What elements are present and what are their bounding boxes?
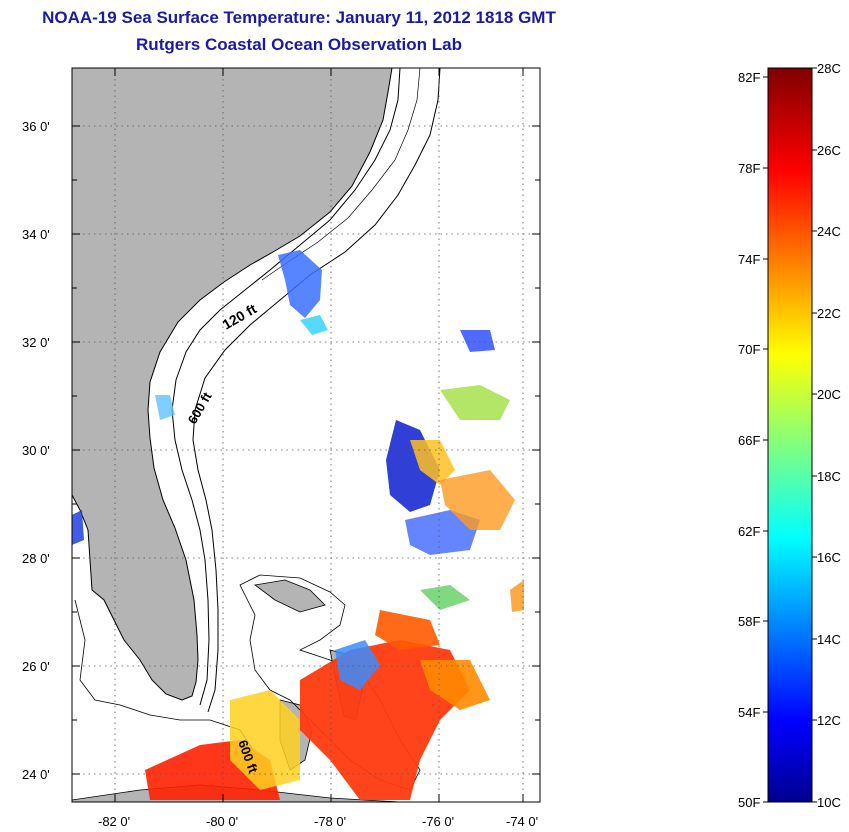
colorbar-c-28: 28C — [817, 61, 841, 76]
colorbar-c-16: 16C — [817, 550, 841, 565]
lat-label-30: 30 0' — [22, 443, 50, 458]
colorbar-f-78: 78F — [738, 161, 760, 176]
colorbar-f-58: 58F — [738, 614, 760, 629]
lon-label-74: -74 0' — [506, 814, 538, 829]
lon-label-80: -80 0' — [206, 814, 238, 829]
colorbar-f-66: 66F — [738, 433, 760, 448]
contour-600ft — [192, 68, 441, 713]
lat-ticks — [72, 125, 540, 775]
colorbar-c-22: 22C — [817, 306, 841, 321]
colorbar-c-10: 10C — [817, 795, 841, 810]
lat-label-28: 28 0' — [22, 551, 50, 566]
map-subtitle: Rutgers Coastal Ocean Observation Lab — [136, 35, 462, 54]
colorbar-ticks — [763, 67, 817, 803]
land-mainland — [72, 68, 393, 701]
map-title: NOAA-19 Sea Surface Temperature: January… — [42, 8, 556, 27]
colorbar-f-62: 62F — [738, 524, 760, 539]
colorbar-c-24: 24C — [817, 224, 841, 239]
colorbar-c-18: 18C — [817, 469, 841, 484]
colorbar-c-26: 26C — [817, 143, 841, 158]
colorbar-c-20: 20C — [817, 387, 841, 402]
lat-label-32: 32 0' — [22, 335, 50, 350]
colorbar-c-14: 14C — [817, 632, 841, 647]
sst-field — [72, 250, 524, 800]
contour-120ft — [171, 68, 401, 706]
map-frame — [71, 67, 541, 803]
lat-label-24: 24 0' — [22, 767, 50, 782]
land-bahamas-grand — [254, 579, 326, 613]
colorbar-f-54: 54F — [738, 705, 760, 720]
colorbar-c-12: 12C — [817, 713, 841, 728]
lat-label-36: 36 0' — [22, 119, 50, 134]
lon-ticks — [114, 68, 524, 802]
graticule — [72, 68, 540, 802]
lat-label-34: 34 0' — [22, 227, 50, 242]
lat-label-26: 26 0' — [22, 659, 50, 674]
colorbar-f-50: 50F — [738, 795, 760, 810]
lon-label-82: -82 0' — [98, 814, 130, 829]
colorbar-f-82: 82F — [738, 70, 760, 85]
colorbar-gradient — [767, 67, 813, 803]
colorbar-f-74: 74F — [738, 252, 760, 267]
lon-label-78: -78 0' — [314, 814, 346, 829]
colorbar-f-70: 70F — [738, 342, 760, 357]
lon-label-76: -76 0' — [422, 814, 454, 829]
